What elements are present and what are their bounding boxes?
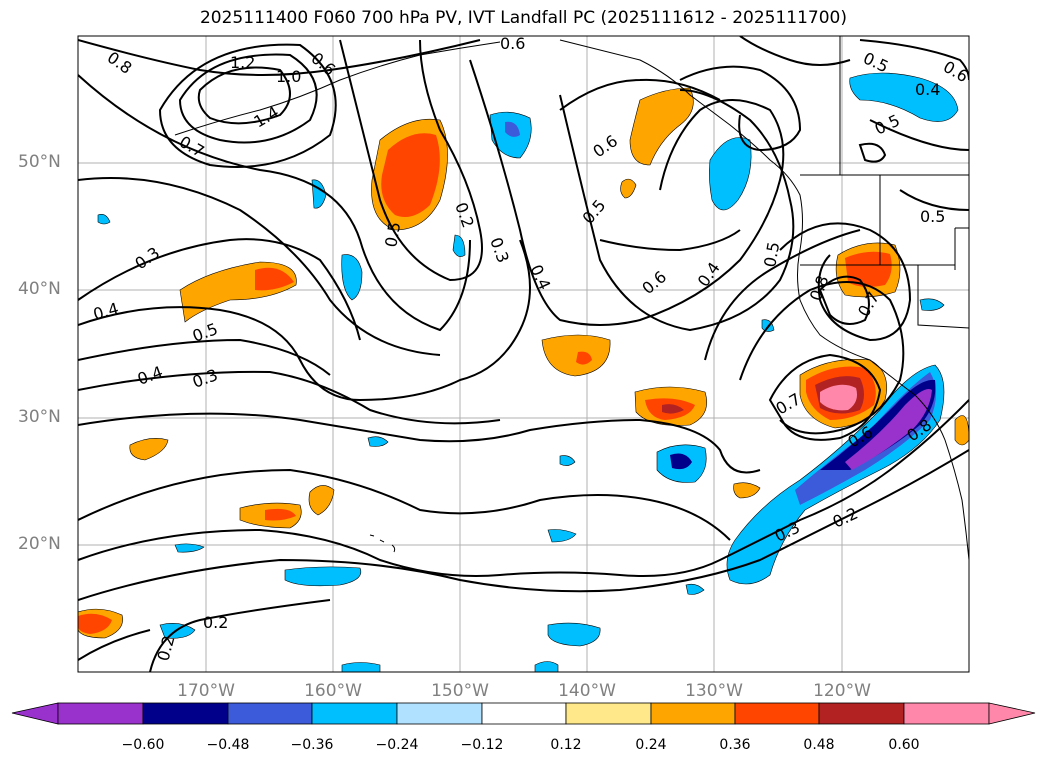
colorbar-tick: 0.36: [719, 737, 751, 753]
colorbar-bin: [57, 702, 144, 725]
contour-label: 0.5: [920, 207, 945, 226]
colorbar-bin: [734, 702, 820, 725]
colorbar-tick: −0.36: [290, 737, 334, 753]
contour-label: 0.2: [203, 613, 228, 632]
plot-title: 2025111400 F060 700 hPa PV, IVT Landfall…: [199, 8, 847, 28]
colorbar-tick: −0.12: [460, 737, 504, 753]
colorbar-bin: [565, 702, 652, 725]
colorbar-tick: 0.24: [635, 737, 667, 753]
lat-label-50n: 50°N: [18, 152, 61, 172]
colorbar-bin: [903, 702, 990, 725]
colorbar-bin: [481, 702, 567, 725]
colorbar-tick: 0.60: [888, 737, 920, 753]
lon-label-170w: 170°W: [177, 681, 235, 701]
lat-label-40n: 40°N: [18, 279, 61, 299]
contour-label: 0.6: [500, 34, 525, 53]
colorbar-bin: [142, 702, 229, 725]
lon-label-140w: 140°W: [558, 681, 616, 701]
lon-label-150w: 150°W: [431, 681, 489, 701]
positive-pv-fills: [78, 87, 969, 639]
colorbar-tick: 0.48: [803, 737, 835, 753]
colorbar-bin: [227, 702, 313, 725]
colorbar-tick: −0.24: [375, 737, 419, 753]
contour-label: 0.5: [381, 220, 404, 248]
lon-label-160w: 160°W: [304, 681, 362, 701]
contour-label: 0.4: [915, 80, 940, 99]
colorbar-extend-max: [988, 702, 1036, 725]
lat-label-20n: 20°N: [18, 534, 61, 554]
colorbar-bin: [650, 702, 736, 725]
colorbar-bin: [396, 702, 483, 725]
lat-label-30n: 30°N: [18, 407, 61, 427]
colorbar-bin: [311, 702, 398, 725]
contour-label: 1.2: [230, 53, 255, 72]
pv-contours: [78, 36, 969, 672]
colorbar-bin: [818, 702, 905, 725]
colorbar: [11, 702, 1036, 725]
contour-label: 0.5: [760, 240, 783, 268]
colorbar-tick: −0.60: [121, 737, 165, 753]
colorbar-tick: 0.12: [550, 737, 582, 753]
lon-label-120w: 120°W: [813, 681, 871, 701]
colorbar-tick: −0.48: [206, 737, 250, 753]
lon-label-130w: 130°W: [685, 681, 743, 701]
colorbar-extend-min: [11, 702, 59, 725]
coastlines: [174, 36, 969, 561]
contour-label: 1.0: [276, 67, 301, 86]
